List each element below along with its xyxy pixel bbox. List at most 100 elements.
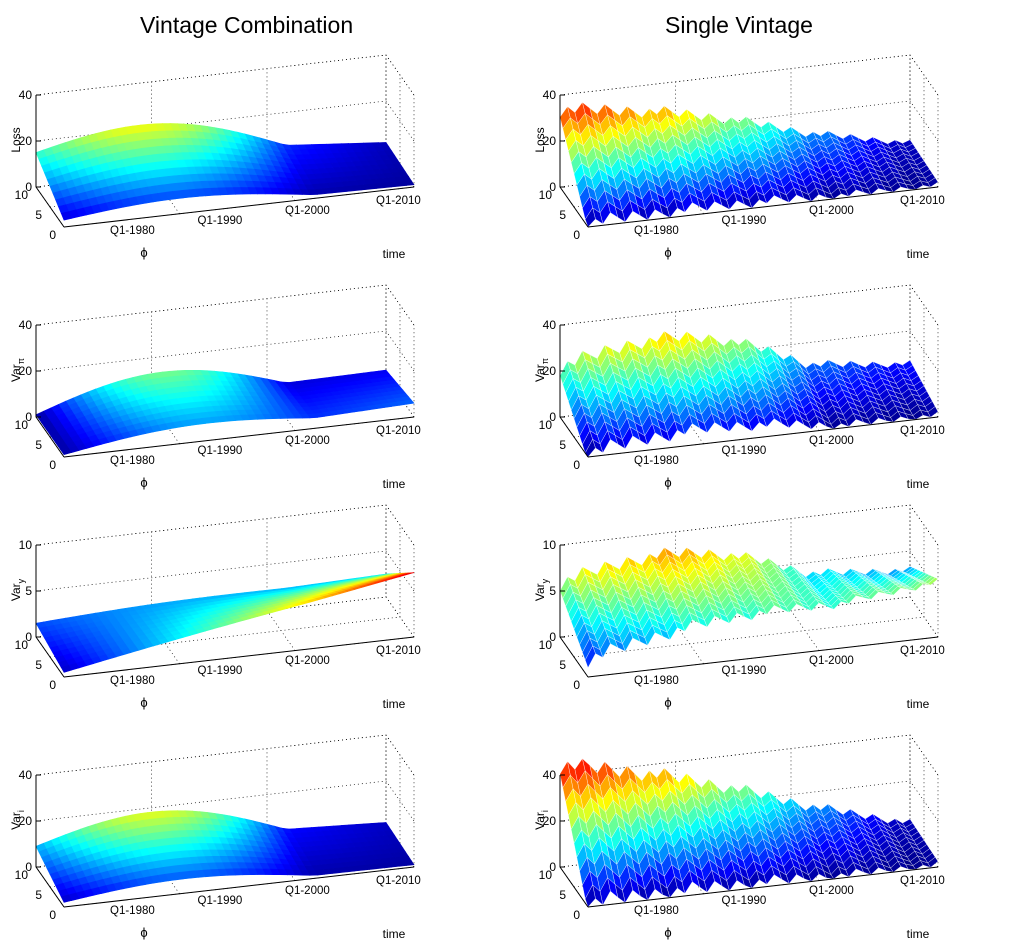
grid-box-top [35,504,415,546]
grid-box-top [35,54,415,96]
y-axis-label: Varπ [9,358,26,382]
time-tick-label: Q1-2000 [809,655,854,667]
phi-tick-label: 10 [539,638,553,652]
phi-tick-label: 5 [35,888,42,902]
time-tick-label: Q1-1980 [110,905,155,917]
grid-box-top [559,734,939,776]
column-title-single-vintage: Single Vintage [665,12,813,38]
time-tick-label: Q1-1990 [722,215,767,227]
time-tick-label: Q1-2010 [900,425,945,437]
panel-2: 0 20 40 05 10 Q1-1980 Q1-1990 Q1-2000 Q1-2010 ϕ ti… [9,284,421,491]
grid-line-z [35,550,415,592]
time-tick-label: Q1-2010 [376,195,421,207]
surface-1 [559,101,939,228]
z-tick-label: 20 [19,814,33,828]
time-tick-label: Q1-1980 [110,455,155,467]
phi-tick-label: 0 [573,908,580,922]
phi-tick-label: 5 [35,208,42,222]
time-tick-label: Q1-1990 [722,665,767,677]
z-tick-label: 40 [543,318,557,332]
z-tick-label: 0 [25,630,32,644]
surface-7 [559,758,939,908]
z-tick-label: 0 [549,410,556,424]
time-axis-label: time [383,927,406,941]
phi-axis-line [559,186,589,228]
phi-tick-label: 10 [15,638,29,652]
time-axis-line [587,186,939,228]
time-tick-label: Q1-1990 [198,445,243,457]
z-tick-label: 20 [19,364,33,378]
z-tick-label: 40 [19,768,33,782]
z-tick-label: 40 [543,768,557,782]
z-tick-label: 0 [25,410,32,424]
y-axis-label: Loss [533,127,547,152]
time-axis-line [587,416,939,458]
z-tick-label: 40 [19,88,33,102]
time-tick-label: Q1-2000 [285,205,330,217]
z-tick-label: 0 [549,860,556,874]
time-tick-label: Q1-1980 [634,905,679,917]
grid-line-z [559,330,939,372]
z-tick-label: 20 [543,814,557,828]
surface-2 [35,369,415,456]
time-axis-line [587,636,939,678]
time-tick-label: Q1-2000 [285,655,330,667]
phi-tick-label: 0 [49,458,56,472]
surface-5 [559,547,939,669]
phi-axis-line [559,636,589,678]
panel-0: 0 20 40 05 10 Q1-1980 Q1-1990 Q1-2000 Q1-2010 ϕ ti… [9,54,421,261]
phi-tick-label: 0 [49,908,56,922]
time-axis-label: time [383,247,406,261]
panel-3: 0 20 40 05 10 Q1-1980 Q1-1990 Q1-2000 Q1-2010 ϕ ti… [533,284,945,491]
grid-line-phi [35,505,387,638]
z-tick-label: 0 [549,180,556,194]
phi-tick-label: 0 [49,678,56,692]
z-tick-label: 20 [543,364,557,378]
phi-tick-label: 5 [35,658,42,672]
x-axis-label: ϕ [140,475,147,490]
z-tick-label: 10 [543,538,557,552]
surface-6 [35,810,415,903]
grid-line-phi [559,505,911,638]
z-tick-label: 0 [25,860,32,874]
time-tick-label: Q1-1990 [722,445,767,457]
phi-tick-label: 10 [15,418,29,432]
y-axis-label: Loss [9,127,23,152]
time-axis-line [63,866,415,908]
grid-line-z [559,780,939,822]
grid-box-top [35,284,415,326]
z-tick-label: 20 [19,134,33,148]
grid-line-z [35,330,415,372]
phi-tick-label: 5 [35,438,42,452]
z-tick-label: 40 [19,318,33,332]
panel-6: 0 20 40 05 10 Q1-1980 Q1-1990 Q1-2000 Q1-2010 ϕ ti… [9,734,421,941]
grid-line-z [35,100,415,142]
grid-box-top [559,284,939,326]
grid-box-top [559,504,939,546]
time-tick-label: Q1-2010 [376,645,421,657]
x-axis-label: ϕ [140,695,147,710]
phi-tick-label: 10 [15,188,29,202]
surface-0 [35,123,415,221]
time-axis-label: time [907,697,930,711]
grid-line-z [35,780,415,822]
grid-box-top [35,734,415,776]
phi-tick-label: 5 [559,438,566,452]
x-axis-label: ϕ [664,695,671,710]
z-tick-label: 5 [549,584,556,598]
panel-7: 0 20 40 05 10 Q1-1980 Q1-1990 Q1-2000 Q1-2010 ϕ ti… [533,734,945,941]
time-tick-label: Q1-2010 [900,645,945,657]
x-axis-label: ϕ [664,245,671,260]
panel-1: 0 20 40 05 10 Q1-1980 Q1-1990 Q1-2000 Q1-2010 ϕ ti… [533,54,945,261]
time-tick-label: Q1-1980 [634,455,679,467]
time-axis-label: time [907,477,930,491]
phi-tick-label: 10 [15,868,29,882]
phi-axis-line [35,186,65,228]
phi-tick-label: 10 [539,188,553,202]
y-axis-label: Vari [533,810,550,830]
time-axis-label: time [383,697,406,711]
time-tick-label: Q1-1980 [634,225,679,237]
